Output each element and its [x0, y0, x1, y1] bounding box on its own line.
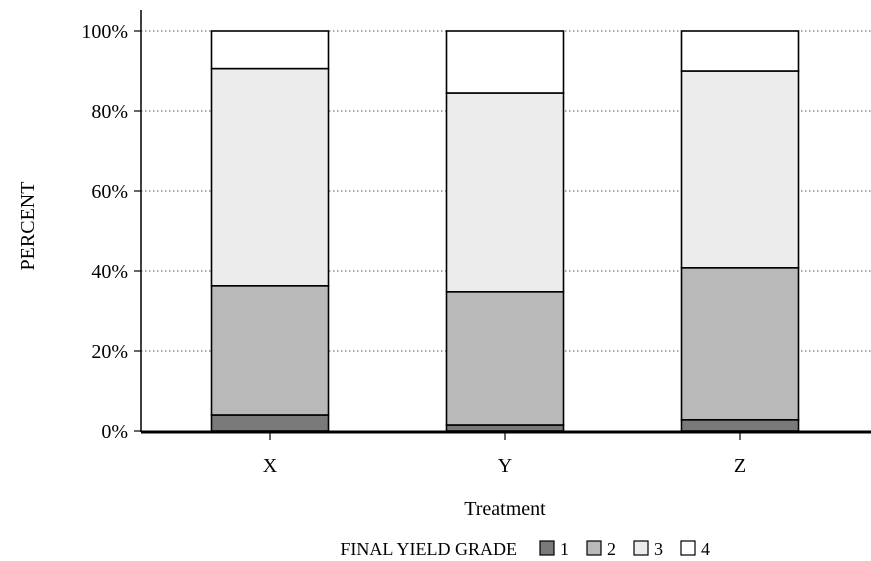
bars: [210, 30, 800, 432]
y-axis-label: PERCENT: [17, 182, 39, 271]
legend-swatch: [586, 540, 602, 556]
x-tick-label: Y: [498, 455, 512, 477]
legend-swatch: [633, 540, 649, 556]
y-tick-label: 0%: [101, 421, 128, 443]
legend-label: 1: [560, 539, 569, 559]
bar-segment: [680, 30, 800, 72]
bar-segment: [445, 30, 565, 94]
x-axis-label: Treatment: [464, 498, 546, 520]
y-tick-label: 80%: [91, 101, 128, 123]
legend-swatch: [539, 540, 555, 556]
x-axis-ticks: X Y Z: [263, 432, 746, 477]
legend-swatch: [680, 540, 696, 556]
y-tick-label: 40%: [91, 261, 128, 283]
bar-segment: [210, 284, 330, 416]
legend-label: 2: [607, 539, 616, 559]
bar-segment: [210, 67, 330, 287]
bar-segment: [680, 266, 800, 421]
bar-segment: [680, 70, 800, 269]
y-tick-label: 20%: [91, 341, 128, 363]
legend-label: 3: [654, 539, 663, 559]
y-axis-ticks: 0% 20% 40% 60% 80% 100%: [81, 21, 141, 443]
bar-segment: [210, 30, 330, 70]
x-tick-label: Z: [734, 455, 746, 477]
legend: FINAL YIELD GRADE 1 2 3 4: [340, 539, 710, 559]
bar-segment: [210, 414, 330, 432]
bar-segment: [680, 418, 800, 432]
bar-segment: [445, 424, 565, 432]
bar-segment: [445, 290, 565, 426]
x-tick-label: X: [263, 455, 278, 477]
legend-title: FINAL YIELD GRADE: [340, 539, 517, 559]
bar-segment: [445, 92, 565, 293]
legend-label: 4: [701, 539, 710, 559]
y-tick-label: 100%: [81, 21, 128, 43]
y-tick-label: 60%: [91, 181, 128, 203]
